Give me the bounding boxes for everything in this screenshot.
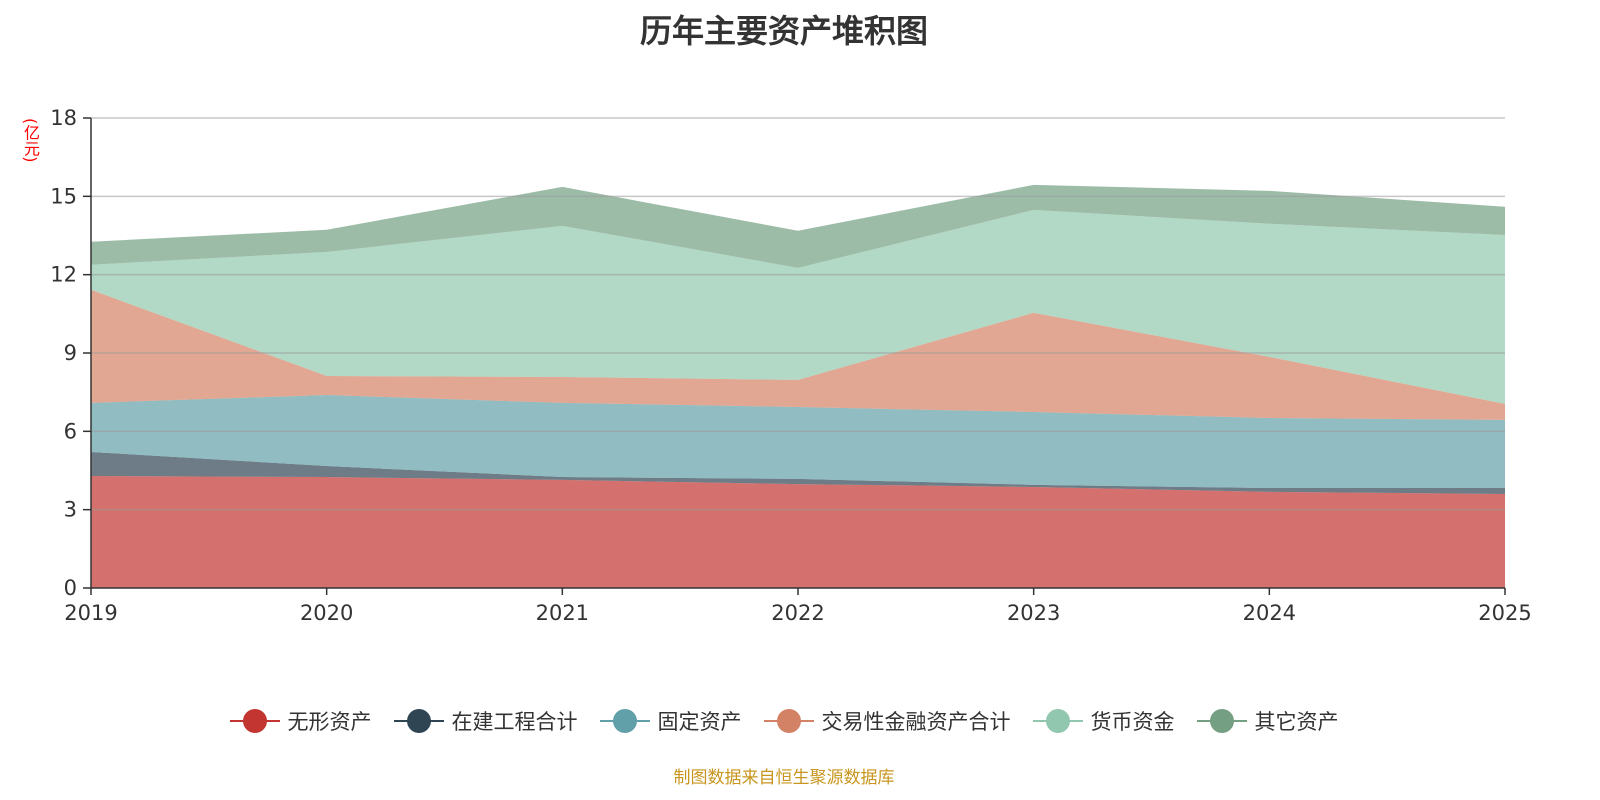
legend-label: 货币资金 xyxy=(1090,710,1175,734)
legend-item[interactable]: 其它资产 xyxy=(1196,706,1339,736)
x-tick-label: 2019 xyxy=(64,601,117,625)
x-tick-label: 2020 xyxy=(300,601,353,625)
y-tick-label: 0 xyxy=(64,576,77,600)
legend-marker-icon xyxy=(763,709,814,733)
y-tick-label: 3 xyxy=(64,498,77,522)
y-tick-label: 18 xyxy=(50,106,77,130)
x-tick-label: 2024 xyxy=(1243,601,1296,625)
y-axis-unit: (亿元) xyxy=(21,118,40,163)
legend-marker-icon xyxy=(393,709,444,733)
area-series-1 xyxy=(91,451,1505,494)
legend-item[interactable]: 在建工程合计 xyxy=(393,706,578,736)
area-series-3 xyxy=(91,289,1505,420)
legend: 无形资产 在建工程合计 固定资产 交易性金融资产合计 货币资金 其它资产 xyxy=(0,706,1568,736)
legend-label: 在建工程合计 xyxy=(451,710,578,734)
y-tick-label: 12 xyxy=(50,263,77,287)
area-series-4 xyxy=(91,209,1505,404)
area-series-2 xyxy=(91,395,1505,488)
legend-marker-icon xyxy=(1032,709,1083,733)
source-note: 制图数据来自恒生聚源数据库 xyxy=(673,768,895,788)
legend-label: 其它资产 xyxy=(1254,710,1339,734)
legend-item[interactable]: 固定资产 xyxy=(599,706,742,736)
legend-marker-icon xyxy=(1196,709,1247,733)
y-tick-label: 6 xyxy=(64,419,77,443)
legend-marker-icon xyxy=(599,709,650,733)
y-tick-label: 9 xyxy=(64,341,77,365)
x-tick-label: 2022 xyxy=(771,601,824,625)
chart-title: 历年主要资产堆积图 xyxy=(639,12,928,50)
legend-item[interactable]: 货币资金 xyxy=(1032,706,1175,736)
legend-label: 无形资产 xyxy=(287,710,372,734)
stacked-area-chart: 0 3 6 9 12 15 18 2019 2020 2021 2022 2023 2024 2025 xyxy=(50,106,1531,625)
y-tick-label: 15 xyxy=(50,184,77,208)
x-tick-label: 2023 xyxy=(1007,601,1060,625)
x-tick-label: 2025 xyxy=(1478,601,1531,625)
legend-label: 交易性金融资产合计 xyxy=(821,710,1011,734)
legend-item[interactable]: 无形资产 xyxy=(229,706,372,736)
legend-item[interactable]: 交易性金融资产合计 xyxy=(763,706,1011,736)
x-tick-label: 2021 xyxy=(536,601,589,625)
legend-marker-icon xyxy=(229,709,280,733)
area-series-0 xyxy=(91,475,1505,588)
legend-label: 固定资产 xyxy=(657,710,742,734)
area-series-5 xyxy=(91,184,1505,268)
